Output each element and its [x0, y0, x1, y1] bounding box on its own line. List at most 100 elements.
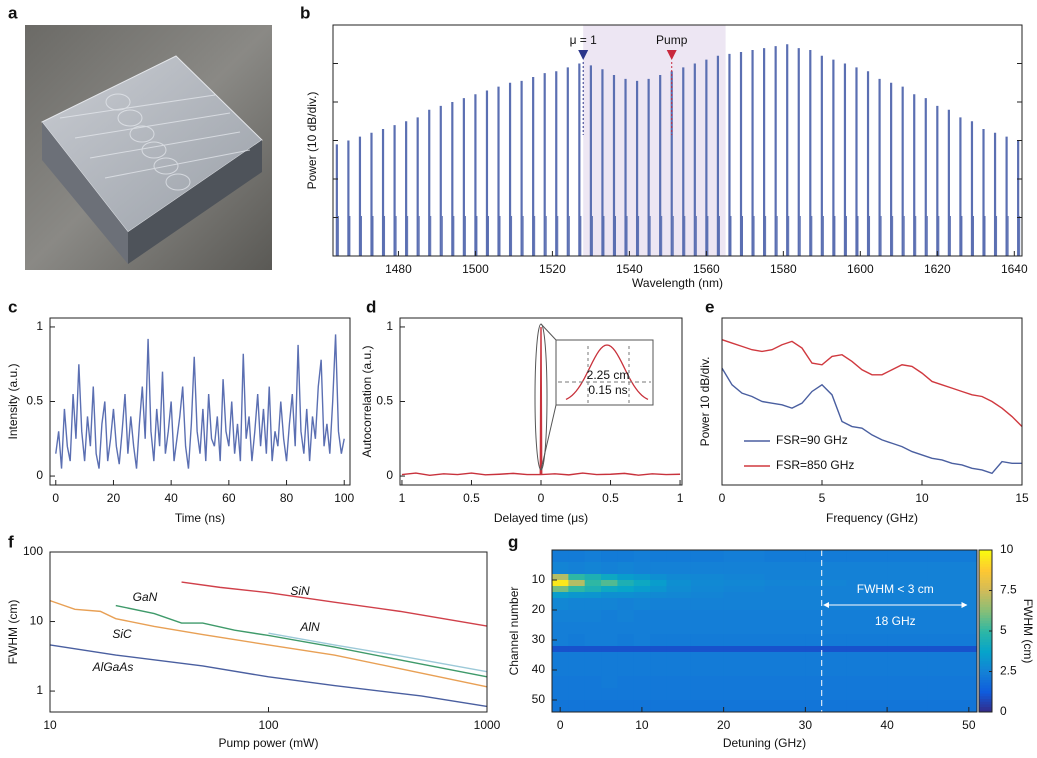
heat-cell: [666, 622, 692, 635]
heat-cell: [552, 562, 569, 575]
heat-cell: [846, 550, 888, 563]
heat-cell: [650, 562, 667, 575]
heat-cell: [650, 610, 667, 623]
heat-cell: [723, 550, 765, 563]
heat-cell: [846, 664, 888, 677]
heat-cell: [887, 646, 929, 653]
x-tick-label: 1500: [462, 262, 489, 276]
heat-cell: [690, 700, 725, 713]
colorbar-label: FWHM (cm): [1021, 599, 1035, 664]
heat-cell: [723, 688, 765, 701]
heat-cell: [633, 688, 651, 701]
heat-cell: [805, 646, 847, 653]
y-tick-label: 1: [386, 319, 393, 333]
colorbar-strip: [979, 622, 992, 627]
plot-frame: [49, 317, 351, 486]
x-tick-label: 15: [1015, 491, 1029, 505]
heat-cell: [887, 580, 929, 587]
colorbar-strip: [979, 587, 992, 591]
heat-cell: [805, 598, 847, 611]
x-tick-label: 1620: [924, 262, 951, 276]
heat-cell: [650, 592, 667, 599]
heat-cell: [601, 580, 618, 587]
heat-cell: [846, 562, 888, 575]
colorbar-strip: [979, 706, 992, 710]
heat-cell: [887, 562, 929, 575]
series-label: AlN: [299, 620, 320, 634]
heat-cell: [568, 688, 586, 701]
series-line: [55, 334, 345, 469]
x-tick-label: 40: [164, 491, 178, 505]
heat-cell: [584, 634, 602, 647]
heat-cell: [846, 652, 888, 665]
heat-cell: [927, 664, 978, 677]
y-axis-label: Power (10 dB/div.): [305, 92, 319, 190]
heat-cell: [552, 634, 569, 647]
colorbar-strip: [979, 644, 992, 648]
heat-cell: [887, 700, 929, 713]
colorbar-strip: [979, 649, 992, 654]
colorbar-strip: [979, 703, 992, 708]
annotation: 18 GHz: [875, 614, 916, 628]
heat-cell: [666, 634, 692, 647]
heat-cell: [690, 592, 725, 599]
heat-cell: [552, 580, 569, 587]
legend-label: FSR=90 GHz: [776, 433, 848, 447]
heat-cell: [764, 676, 806, 689]
series-line: [721, 367, 1022, 475]
panel-label: b: [300, 3, 310, 22]
colorbar-strip: [979, 660, 992, 664]
heat-cell: [584, 622, 602, 635]
panel-label: a: [8, 3, 18, 22]
heat-cell: [552, 688, 569, 701]
heat-cell: [568, 622, 586, 635]
colorbar-tick-label: 0: [1000, 704, 1007, 718]
heat-cell: [846, 586, 888, 593]
heat-cell: [633, 598, 651, 611]
colorbar-strip: [979, 617, 992, 621]
heat-cell: [887, 592, 929, 599]
y-tick-label: 10: [532, 572, 546, 586]
heat-cell: [690, 586, 725, 593]
heat-cell: [927, 688, 978, 701]
heat-cell: [666, 592, 692, 599]
inset-box: [555, 339, 654, 406]
heat-cell: [666, 598, 692, 611]
colorbar-strip: [979, 585, 992, 589]
colorbar-strip: [979, 701, 992, 705]
heat-cell: [666, 700, 692, 713]
heat-cell: [633, 562, 651, 575]
colorbar-strip: [979, 625, 992, 629]
heat-cell: [633, 676, 651, 689]
colorbar-strip: [979, 579, 992, 583]
colorbar-tick-label: 10: [1000, 542, 1014, 556]
heat-cell: [887, 676, 929, 689]
heat-cell: [617, 622, 635, 635]
heat-cell: [887, 574, 929, 581]
y-tick-label: 10: [30, 614, 44, 628]
heat-cell: [601, 598, 618, 611]
heat-cell: [633, 580, 651, 587]
colorbar-tick-label: 5: [1000, 623, 1007, 637]
heat-cell: [805, 580, 847, 587]
heat-cell: [805, 634, 847, 647]
x-tick-label: 20: [717, 718, 731, 732]
heat-cell: [690, 622, 725, 635]
colorbar-strip: [979, 593, 992, 597]
x-axis-label: Wavelength (nm): [632, 276, 723, 290]
heat-cell: [690, 646, 725, 653]
x-tick-label: 20: [107, 491, 121, 505]
colorbar-strip: [979, 574, 992, 578]
heat-cell: [617, 598, 635, 611]
heat-cell: [584, 580, 602, 587]
heat-cell: [927, 574, 978, 581]
heat-cell: [601, 688, 618, 701]
heat-cell: [927, 622, 978, 635]
heat-cell: [552, 592, 569, 599]
heat-cell: [633, 622, 651, 635]
heat-cell: [633, 634, 651, 647]
heat-cell: [584, 592, 602, 599]
photo: [25, 25, 272, 270]
heat-cell: [568, 700, 586, 713]
y-axis-label: Channel number: [507, 587, 521, 676]
